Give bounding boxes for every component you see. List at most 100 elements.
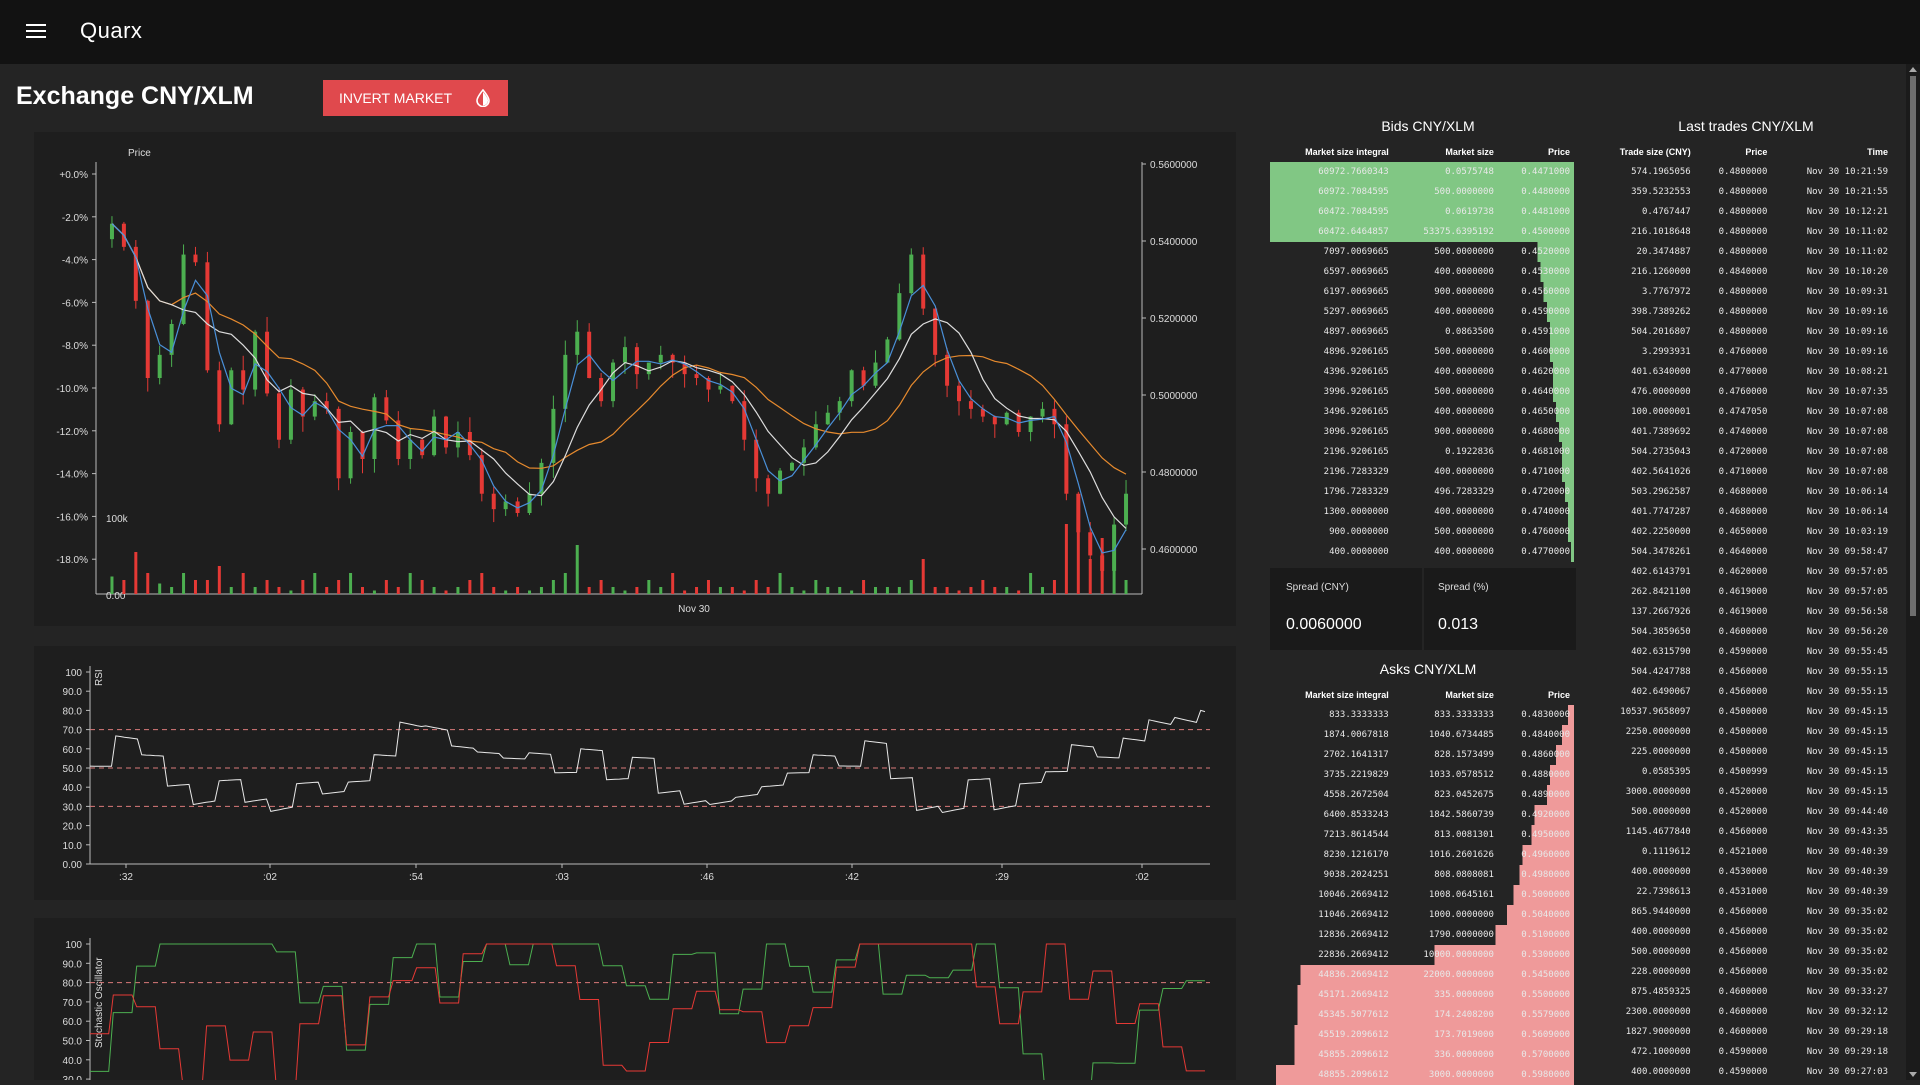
ask-row[interactable]: 6400.8533243 1842.5860739 0.4920000: [1270, 805, 1574, 825]
bid-row[interactable]: 6197.0069665 900.0000000 0.4560000: [1270, 282, 1574, 302]
ask-row[interactable]: 11046.2669412 1000.0000000 0.5040000: [1270, 905, 1574, 925]
bid-row[interactable]: 400.0000000 400.0000000 0.4770000: [1270, 542, 1574, 562]
price-candlestick-chart[interactable]: Price +0.0% -2.0% -4.0% -6.0% -8.0% -10.0% -12.…: [34, 132, 1236, 626]
trade-row[interactable]: 402.6490067 0.4560000 Nov 30 09:55:15: [1588, 682, 1892, 702]
page-scrollbar[interactable]: [1906, 64, 1920, 1080]
trade-row[interactable]: 0.0585395 0.4500999 Nov 30 09:45:15: [1588, 762, 1892, 782]
column-header[interactable]: Price: [1547, 690, 1570, 700]
ask-row[interactable]: 4558.2672504 823.0452675 0.4890000: [1270, 785, 1574, 805]
trade-row[interactable]: 216.1018648 0.4800000 Nov 30 10:11:02: [1588, 222, 1892, 242]
trade-row[interactable]: 402.6143791 0.4620000 Nov 30 09:57:05: [1588, 562, 1892, 582]
ask-row[interactable]: 12836.2669412 1790.0000000 0.5100000: [1270, 925, 1574, 945]
trade-row[interactable]: 401.6340000 0.4770000 Nov 30 10:08:21: [1588, 362, 1892, 382]
trade-row[interactable]: 504.2016807 0.4800000 Nov 30 10:09:16: [1588, 322, 1892, 342]
trade-row[interactable]: 3000.0000000 0.4520000 Nov 30 09:45:15: [1588, 782, 1892, 802]
trade-row[interactable]: 472.1000000 0.4590000 Nov 30 09:29:18: [1588, 1042, 1892, 1062]
trade-row[interactable]: 3.2993931 0.4760000 Nov 30 10:09:16: [1588, 342, 1892, 362]
bid-row[interactable]: 2196.9206165 0.1922836 0.4681000: [1270, 442, 1574, 462]
trade-row[interactable]: 1145.4677840 0.4560000 Nov 30 09:43:35: [1588, 822, 1892, 842]
bid-row[interactable]: 1796.7283329 496.7283329 0.4720000: [1270, 482, 1574, 502]
trade-row[interactable]: 504.3478261 0.4640000 Nov 30 09:58:47: [1588, 542, 1892, 562]
ask-row[interactable]: 9038.2024251 808.0808081 0.4980000: [1270, 865, 1574, 885]
scroll-down-arrow-icon[interactable]: [1909, 1072, 1917, 1077]
bid-row[interactable]: 3496.9206165 400.0000000 0.4650000: [1270, 402, 1574, 422]
column-header[interactable]: Market size: [1445, 690, 1494, 700]
bid-row[interactable]: 1300.0000000 400.0000000 0.4740000: [1270, 502, 1574, 522]
trade-row[interactable]: 504.4247788 0.4560000 Nov 30 09:55:15: [1588, 662, 1892, 682]
trade-row[interactable]: 20.3474887 0.4800000 Nov 30 10:11:02: [1588, 242, 1892, 262]
scrollbar-thumb[interactable]: [1910, 76, 1916, 616]
trade-row[interactable]: 100.0000001 0.4747050 Nov 30 10:07:08: [1588, 402, 1892, 422]
column-header[interactable]: Time: [1867, 147, 1888, 157]
trade-row[interactable]: 22.7398613 0.4531000 Nov 30 09:40:39: [1588, 882, 1892, 902]
scroll-up-arrow-icon[interactable]: [1909, 67, 1917, 72]
bid-row[interactable]: 4396.9206165 400.0000000 0.4620000: [1270, 362, 1574, 382]
trade-row[interactable]: 402.5641026 0.4710000 Nov 30 10:07:08: [1588, 462, 1892, 482]
trade-row[interactable]: 500.0000000 0.4560000 Nov 30 09:35:02: [1588, 942, 1892, 962]
ask-row[interactable]: 7213.8614544 813.0081301 0.4950000: [1270, 825, 1574, 845]
trade-row[interactable]: 1827.9000000 0.4600000 Nov 30 09:29:18: [1588, 1022, 1892, 1042]
trade-row[interactable]: 10537.9658097 0.4500000 Nov 30 09:45:15: [1588, 702, 1892, 722]
trade-row[interactable]: 400.0000000 0.4530000 Nov 30 09:40:39: [1588, 862, 1892, 882]
bid-row[interactable]: 3096.9206165 900.0000000 0.4680000: [1270, 422, 1574, 442]
trade-row[interactable]: 875.4859325 0.4600000 Nov 30 09:33:27: [1588, 982, 1892, 1002]
trade-row[interactable]: 865.9440000 0.4560000 Nov 30 09:35:02: [1588, 902, 1892, 922]
trade-row[interactable]: 503.2962587 0.4680000 Nov 30 10:06:14: [1588, 482, 1892, 502]
trade-row[interactable]: 3.7767972 0.4800000 Nov 30 10:09:31: [1588, 282, 1892, 302]
ask-row[interactable]: 8230.1216170 1016.2601626 0.4960000: [1270, 845, 1574, 865]
bid-row[interactable]: 60472.7084595 0.0619738 0.4481000: [1270, 202, 1574, 222]
bid-row[interactable]: 2196.7283329 400.0000000 0.4710000: [1270, 462, 1574, 482]
trade-row[interactable]: 504.2735043 0.4720000 Nov 30 10:07:08: [1588, 442, 1892, 462]
column-header[interactable]: Market size integral: [1305, 690, 1389, 700]
trade-row[interactable]: 402.2250000 0.4650000 Nov 30 10:03:19: [1588, 522, 1892, 542]
trade-row[interactable]: 574.1965056 0.4800000 Nov 30 10:21:59: [1588, 162, 1892, 182]
bid-row[interactable]: 60972.7660343 0.0575748 0.4471000: [1270, 162, 1574, 182]
ask-row[interactable]: 45519.2096612 173.7019000 0.5609000: [1270, 1025, 1574, 1045]
trade-row[interactable]: 225.0000000 0.4500000 Nov 30 09:45:15: [1588, 742, 1892, 762]
column-header[interactable]: Price: [1745, 147, 1768, 157]
trade-row[interactable]: 2250.0000000 0.4500000 Nov 30 09:45:15: [1588, 722, 1892, 742]
bid-row[interactable]: 3996.9206165 500.0000000 0.4640000: [1270, 382, 1574, 402]
trade-row[interactable]: 402.6315790 0.4590000 Nov 30 09:55:45: [1588, 642, 1892, 662]
trade-row[interactable]: 137.2667926 0.4619000 Nov 30 09:56:58: [1588, 602, 1892, 622]
ask-row[interactable]: 22836.2669412 10000.0000000 0.5300000: [1270, 945, 1574, 965]
trade-row[interactable]: 504.3859650 0.4600000 Nov 30 09:56:20: [1588, 622, 1892, 642]
ask-row[interactable]: 45345.5077612 174.2408200 0.5579000: [1270, 1005, 1574, 1025]
ask-row[interactable]: 10046.2669412 1008.0645161 0.5000000: [1270, 885, 1574, 905]
trade-row[interactable]: 400.0000000 0.4560000 Nov 30 09:35:02: [1588, 922, 1892, 942]
hamburger-menu-icon[interactable]: [26, 24, 46, 40]
trade-row[interactable]: 400.0000000 0.4590000 Nov 30 09:27:03: [1588, 1062, 1892, 1082]
ask-row[interactable]: 1874.0067818 1040.6734485 0.4840000: [1270, 725, 1574, 745]
trade-row[interactable]: 228.0000000 0.4560000 Nov 30 09:35:02: [1588, 962, 1892, 982]
ask-row[interactable]: 44836.2669412 22000.0000000 0.5450000: [1270, 965, 1574, 985]
bid-row[interactable]: 4897.0069665 0.0863500 0.4591000: [1270, 322, 1574, 342]
trade-row[interactable]: 216.1260000 0.4840000 Nov 30 10:10:20: [1588, 262, 1892, 282]
bid-row[interactable]: 60472.6464857 53375.6395192 0.4500000: [1270, 222, 1574, 242]
trade-row[interactable]: 476.0000000 0.4760000 Nov 30 10:07:35: [1588, 382, 1892, 402]
trade-row[interactable]: 0.4767447 0.4800000 Nov 30 10:12:21: [1588, 202, 1892, 222]
stochastic-oscillator-chart[interactable]: Stochastic Oscillator 100 90.0 80.0 70.0 60.0…: [34, 918, 1236, 1080]
rsi-chart[interactable]: RSI 100 90.0 80.0 70.0 60.0 50.0 40.0 30.0 20.0 10…: [34, 646, 1236, 900]
column-header[interactable]: Market size: [1445, 147, 1494, 157]
trade-row[interactable]: 359.5232553 0.4800000 Nov 30 10:21:55: [1588, 182, 1892, 202]
column-header[interactable]: Price: [1547, 147, 1570, 157]
ask-row[interactable]: 45171.2669412 335.0000000 0.5500000: [1270, 985, 1574, 1005]
trade-row[interactable]: 0.1119612 0.4521000 Nov 30 09:40:39: [1588, 842, 1892, 862]
bid-row[interactable]: 6597.0069665 400.0000000 0.4530000: [1270, 262, 1574, 282]
bid-row[interactable]: 7097.0069665 500.0000000 0.4520000: [1270, 242, 1574, 262]
trade-row[interactable]: 262.8421100 0.4619000 Nov 30 09:57:05: [1588, 582, 1892, 602]
trade-row[interactable]: 500.0000000 0.4520000 Nov 30 09:44:40: [1588, 802, 1892, 822]
invert-market-button[interactable]: INVERT MARKET: [323, 80, 508, 116]
column-header[interactable]: Market size integral: [1305, 147, 1389, 157]
bid-row[interactable]: 900.0000000 500.0000000 0.4760000: [1270, 522, 1574, 542]
ask-row[interactable]: 45855.2096612 336.0000000 0.5700000: [1270, 1045, 1574, 1065]
bid-row[interactable]: 60972.7084595 500.0000000 0.4480000: [1270, 182, 1574, 202]
trade-row[interactable]: 401.7389692 0.4740000 Nov 30 10:07:08: [1588, 422, 1892, 442]
column-header[interactable]: Trade size (CNY): [1619, 147, 1691, 157]
ask-row[interactable]: 48855.2096612 3000.0000000 0.5980000: [1270, 1065, 1574, 1085]
ask-row[interactable]: 833.3333333 833.3333333 0.4830000: [1270, 705, 1574, 725]
ask-row[interactable]: 2702.1641317 828.1573499 0.4860000: [1270, 745, 1574, 765]
trade-row[interactable]: 401.7747287 0.4680000 Nov 30 10:06:14: [1588, 502, 1892, 522]
ask-row[interactable]: 3735.2219829 1033.0578512 0.4880000: [1270, 765, 1574, 785]
trade-row[interactable]: 2300.0000000 0.4600000 Nov 30 09:32:12: [1588, 1002, 1892, 1022]
